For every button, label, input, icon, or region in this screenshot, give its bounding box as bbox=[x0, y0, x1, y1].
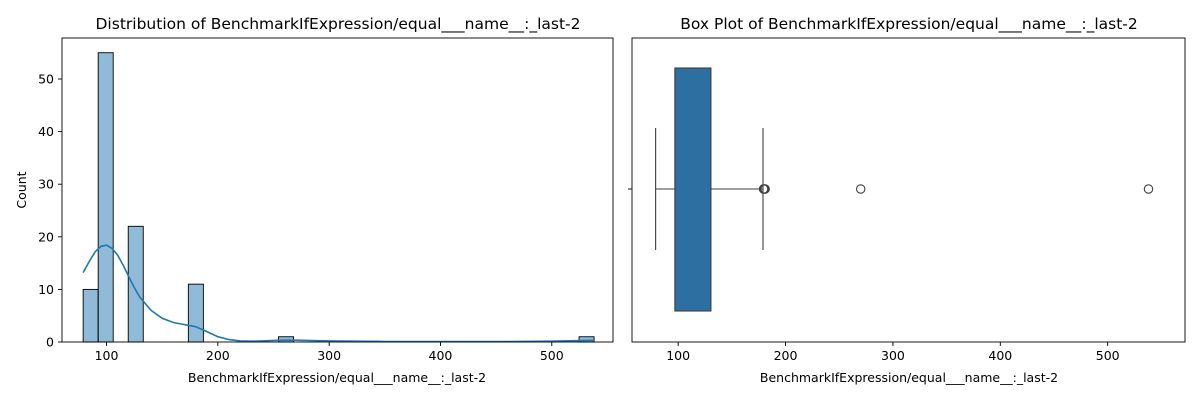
boxplot-axes-frame bbox=[631, 37, 1186, 343]
histogram-y-tick-label: 30 bbox=[38, 177, 54, 192]
histogram-bar bbox=[82, 288, 99, 343]
histogram-x-tick-label: 300 bbox=[317, 348, 341, 363]
histogram-x-tick-label: 400 bbox=[429, 348, 453, 363]
boxplot-outlier bbox=[760, 184, 770, 194]
histogram-title: Distribution of BenchmarkIfExpression/eq… bbox=[96, 15, 581, 34]
boxplot-x-ticks: 100 200 300 400 500 bbox=[666, 342, 1120, 363]
histogram-y-tick-label: 10 bbox=[38, 282, 54, 297]
boxplot-outlier bbox=[1143, 184, 1154, 194]
histogram-y-tick-label: 40 bbox=[38, 124, 54, 139]
histogram-bar bbox=[278, 336, 294, 343]
boxplot-x-axis-label: BenchmarkIfExpression/equal___name__:_la… bbox=[760, 370, 1058, 385]
boxplot-x-tick-label: 100 bbox=[666, 348, 690, 363]
histogram-x-ticks: 100 200 300 400 500 bbox=[95, 342, 564, 363]
histogram-x-tick-label: 500 bbox=[540, 348, 564, 363]
boxplot-x-tick-label: 300 bbox=[881, 348, 905, 363]
histogram-panel: Distribution of BenchmarkIfExpression/eq… bbox=[14, 15, 614, 385]
boxplot-outlier bbox=[855, 184, 866, 194]
boxplot-body bbox=[655, 67, 764, 312]
boxplot-title: Box Plot of BenchmarkIfExpression/equal_… bbox=[680, 15, 1138, 34]
histogram-x-tick-label: 100 bbox=[95, 348, 119, 363]
histogram-x-axis-label: BenchmarkIfExpression/equal___name__:_la… bbox=[188, 370, 486, 385]
histogram-y-ticks: 0 10 20 30 40 50 bbox=[38, 72, 62, 350]
histogram-y-tick-label: 50 bbox=[38, 72, 54, 87]
boxplot-panel: Box Plot of BenchmarkIfExpression/equal_… bbox=[628, 15, 1186, 385]
kde-curve bbox=[82, 244, 595, 343]
boxplot-box bbox=[674, 67, 712, 312]
histogram-y-axis-label: Count bbox=[14, 171, 29, 208]
histogram-x-tick-label: 200 bbox=[206, 348, 230, 363]
histogram-axes-frame bbox=[61, 37, 614, 343]
boxplot-x-tick-label: 500 bbox=[1096, 348, 1120, 363]
histogram-bar bbox=[187, 283, 204, 343]
histogram-bar bbox=[97, 52, 114, 343]
histogram-bars bbox=[82, 52, 595, 343]
boxplot-outliers bbox=[758, 184, 1154, 194]
histogram-bar bbox=[127, 225, 144, 343]
boxplot-x-tick-label: 400 bbox=[988, 348, 1012, 363]
boxplot-x-tick-label: 200 bbox=[774, 348, 798, 363]
histogram-y-tick-label: 0 bbox=[46, 335, 54, 350]
histogram-y-tick-label: 20 bbox=[38, 229, 54, 244]
